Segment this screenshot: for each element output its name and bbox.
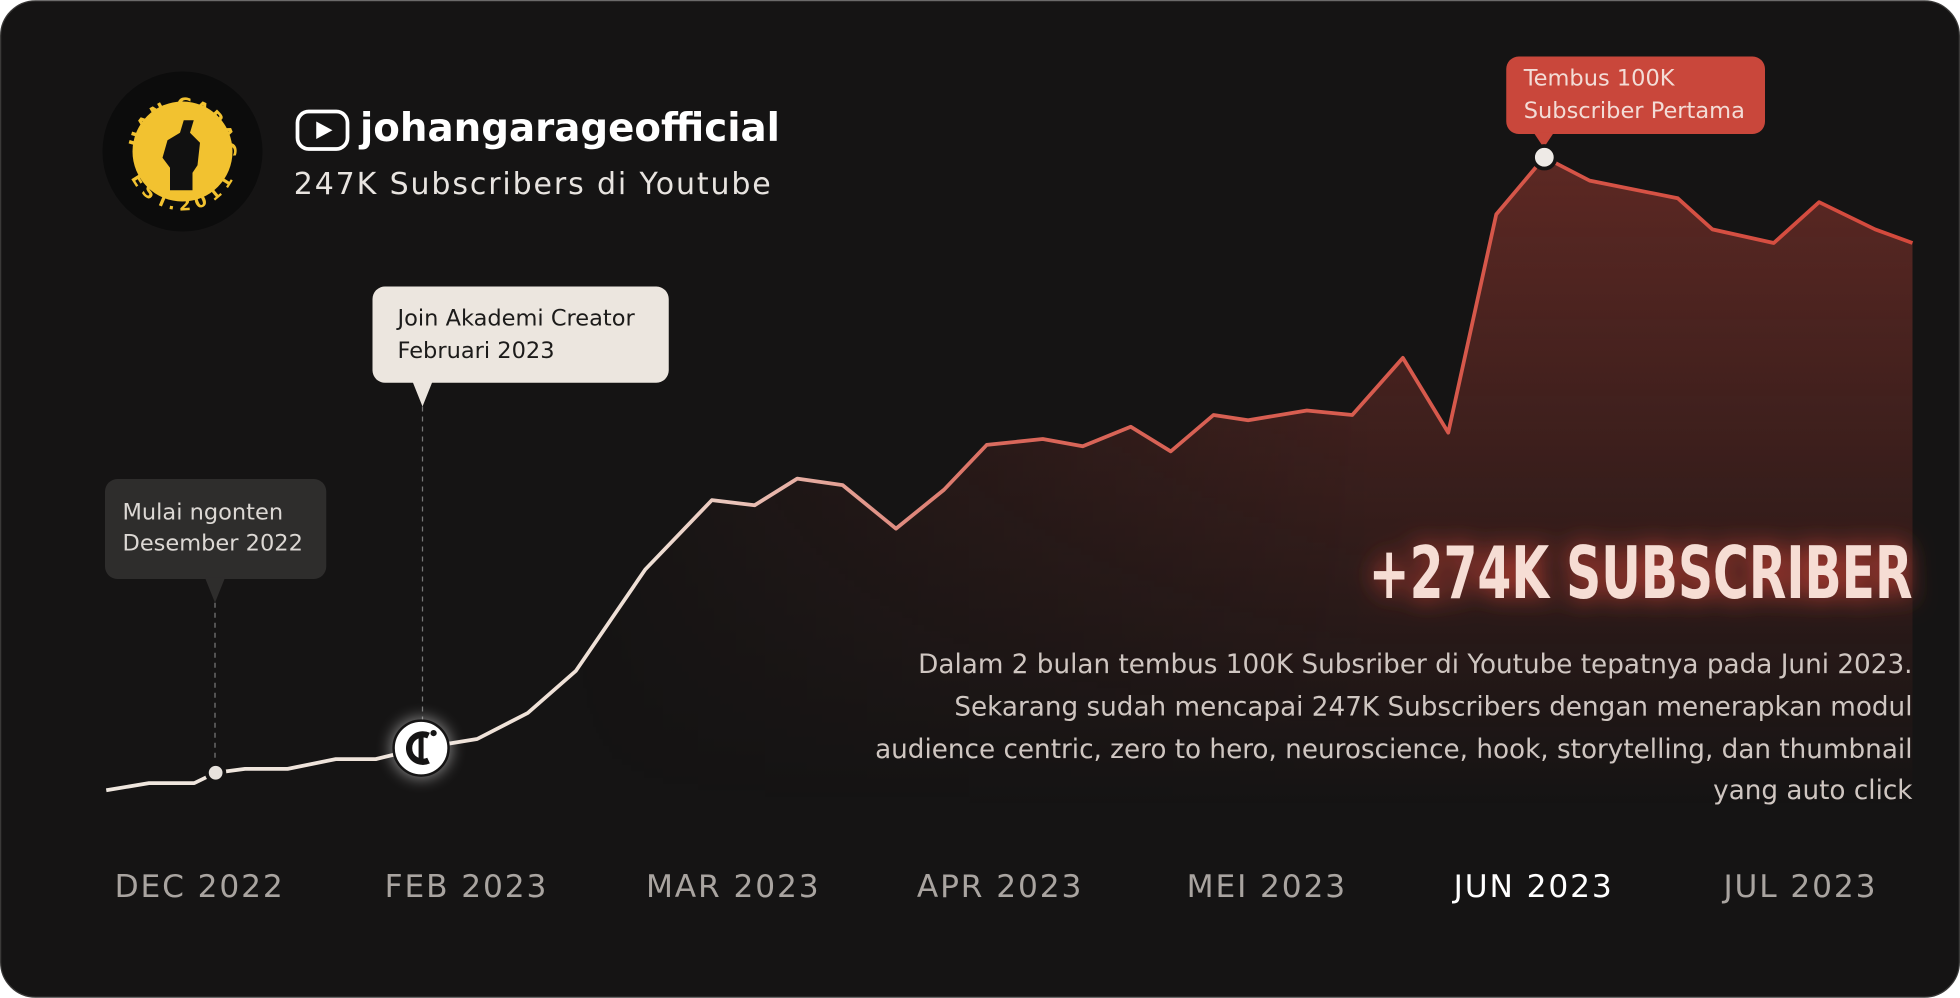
subscriber-count: 247K Subscribers di Youtube — [294, 167, 773, 202]
annotation-pointer — [412, 381, 433, 407]
annotation-box — [372, 286, 669, 383]
description-line: audience centric, zero to hero, neurosci… — [875, 735, 1912, 765]
youtube-icon — [295, 109, 350, 151]
youtube-play — [316, 121, 333, 139]
annotation-box — [1506, 56, 1765, 134]
x-tick-label: MAR 2023 — [646, 869, 821, 905]
headline: +274K SUBSCRIBER — [1369, 532, 1913, 616]
x-tick-label: FEB 2023 — [385, 869, 549, 905]
x-tick-label: JUL 2023 — [1721, 869, 1877, 905]
annotation-text: Februari 2023 — [398, 338, 555, 364]
description-line: Dalam 2 bulan tembus 100K Subsriber di Y… — [918, 650, 1912, 680]
description-line: yang auto click — [1713, 776, 1913, 806]
x-tick-label: MEI 2023 — [1187, 869, 1347, 905]
annotation-text: Join Akademi Creator — [396, 306, 636, 332]
plot: DEC 2022 FEB 2023 MAR 2023 APR 2023 MEI 2023… — [105, 155, 1914, 905]
annotation-pointer — [1533, 132, 1554, 148]
x-tick-label: APR 2023 — [917, 869, 1083, 905]
area — [106, 157, 1913, 807]
description-line: Sekarang sudah mencapai 247K Subscribers… — [954, 692, 1912, 722]
markers — [205, 144, 1558, 784]
x-tick-label: JUN 2023 — [1452, 869, 1614, 905]
annotation-box — [105, 479, 327, 579]
annotation-text: Mulai ngonten — [123, 499, 284, 525]
badge-icon — [418, 736, 424, 760]
channel-name: johangarageofficial — [358, 106, 780, 151]
logo-fist — [162, 120, 200, 191]
annotation-pointer — [205, 577, 225, 603]
annotation-text: Subscriber Pertama — [1524, 98, 1745, 124]
x-tick-label: DEC 2022 — [115, 869, 285, 905]
milestone-dot — [205, 762, 227, 784]
annotation-text: Desember 2022 — [123, 531, 303, 557]
line — [105, 155, 1914, 793]
badge-icon — [430, 729, 437, 737]
milestone-dot — [1531, 144, 1558, 171]
badge-icon — [405, 731, 430, 765]
annotation-text: Tembus 100K — [1523, 66, 1676, 92]
